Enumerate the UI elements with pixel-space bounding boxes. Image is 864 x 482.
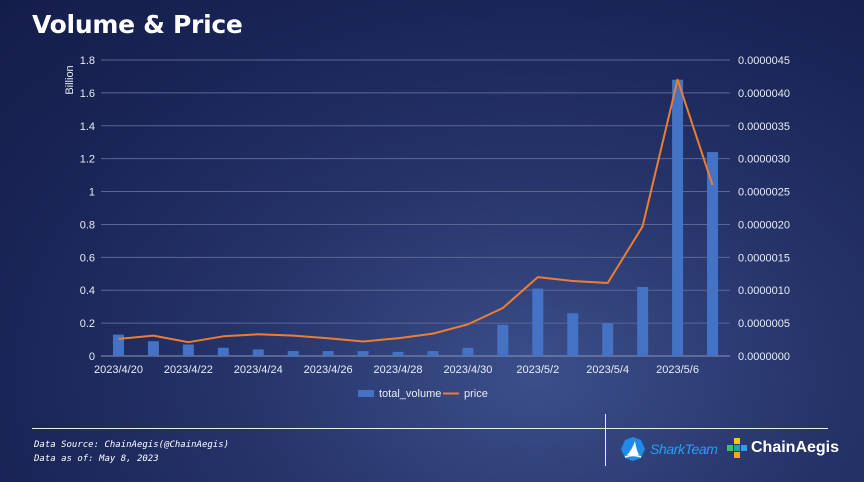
shark-fin-icon <box>621 437 645 461</box>
data-source-note: Data Source: ChainAegis(@ChainAegis) Dat… <box>34 438 229 466</box>
y2-tick-label: 0.0000010 <box>738 285 790 297</box>
volume-bar <box>427 351 439 356</box>
y2-tick-label: 0.0000025 <box>738 187 790 199</box>
chainaegis-cross-icon <box>727 438 747 458</box>
y2-tick-label: 0.0000045 <box>738 55 790 67</box>
y-tick-label: 1.8 <box>80 55 95 67</box>
legend-swatch-volume <box>358 390 374 397</box>
volume-bar <box>637 286 649 356</box>
volume-bar <box>707 152 719 356</box>
y-tick-label: 0 <box>89 351 95 363</box>
volume-bar <box>672 79 684 356</box>
y-tick-label: 0.6 <box>80 252 95 264</box>
legend-label-volume: total_volume <box>379 388 441 400</box>
chainaegis-logo-text: ChainAegis <box>751 439 840 456</box>
y-axis-label: Billion <box>64 65 76 94</box>
volume-bar <box>602 323 614 356</box>
y-tick-label: 1.2 <box>80 154 95 166</box>
y-tick-label: 1 <box>89 187 95 199</box>
y2-tick-label: 0.0000015 <box>738 252 790 264</box>
volume-bar <box>147 341 159 356</box>
volume-bar <box>322 351 334 356</box>
sharkteam-logo-text: SharkTeam <box>650 441 718 457</box>
y-tick-label: 1.6 <box>80 88 95 100</box>
volume-bar <box>252 349 264 356</box>
y-tick-label: 0.2 <box>80 318 95 330</box>
volume-bar <box>112 334 124 356</box>
volume-bar <box>287 351 299 356</box>
volume-bar <box>567 313 579 356</box>
volume-bar <box>532 288 544 356</box>
sharkteam-logo: SharkTeam <box>620 436 718 462</box>
x-tick-label: 2023/5/6 <box>656 364 699 376</box>
y-tick-label: 1.4 <box>80 121 95 133</box>
footer-vertical-divider <box>605 414 606 466</box>
x-tick-label: 2023/4/22 <box>164 364 213 376</box>
y2-tick-label: 0.0000005 <box>738 318 790 330</box>
price-line <box>118 78 714 344</box>
y2-tick-label: 0.0000020 <box>738 219 790 231</box>
x-tick-label: 2023/5/4 <box>586 364 629 376</box>
volume-bar <box>497 324 509 356</box>
x-tick-label: 2023/4/30 <box>443 364 492 376</box>
y-tick-label: 0.8 <box>80 219 95 231</box>
data-date-text: Data as of: May 8, 2023 <box>34 454 159 464</box>
x-tick-label: 2023/4/20 <box>94 364 143 376</box>
x-tick-label: 2023/5/2 <box>516 364 559 376</box>
y-tick-label: 0.4 <box>80 285 95 297</box>
y2-tick-label: 0.0000030 <box>738 154 790 166</box>
footer-divider <box>32 428 828 429</box>
volume-bar <box>357 351 369 356</box>
volume-bar <box>217 347 229 356</box>
x-tick-label: 2023/4/26 <box>304 364 353 376</box>
x-tick-label: 2023/4/24 <box>234 364 283 376</box>
volume-bar <box>392 351 404 356</box>
legend-label-price: price <box>464 388 488 400</box>
y2-tick-label: 0.0000035 <box>738 121 790 133</box>
page-title: Volume & Price <box>32 10 243 39</box>
data-source-text: Data Source: ChainAegis(@ChainAegis) <box>34 440 230 450</box>
volume-bar <box>182 344 194 356</box>
x-tick-label: 2023/4/28 <box>374 364 423 376</box>
y2-tick-label: 0.0000040 <box>738 88 790 100</box>
chainaegis-logo: ChainAegis <box>726 437 839 459</box>
volume-bar <box>462 347 474 356</box>
y2-tick-label: 0.0000000 <box>738 351 790 363</box>
